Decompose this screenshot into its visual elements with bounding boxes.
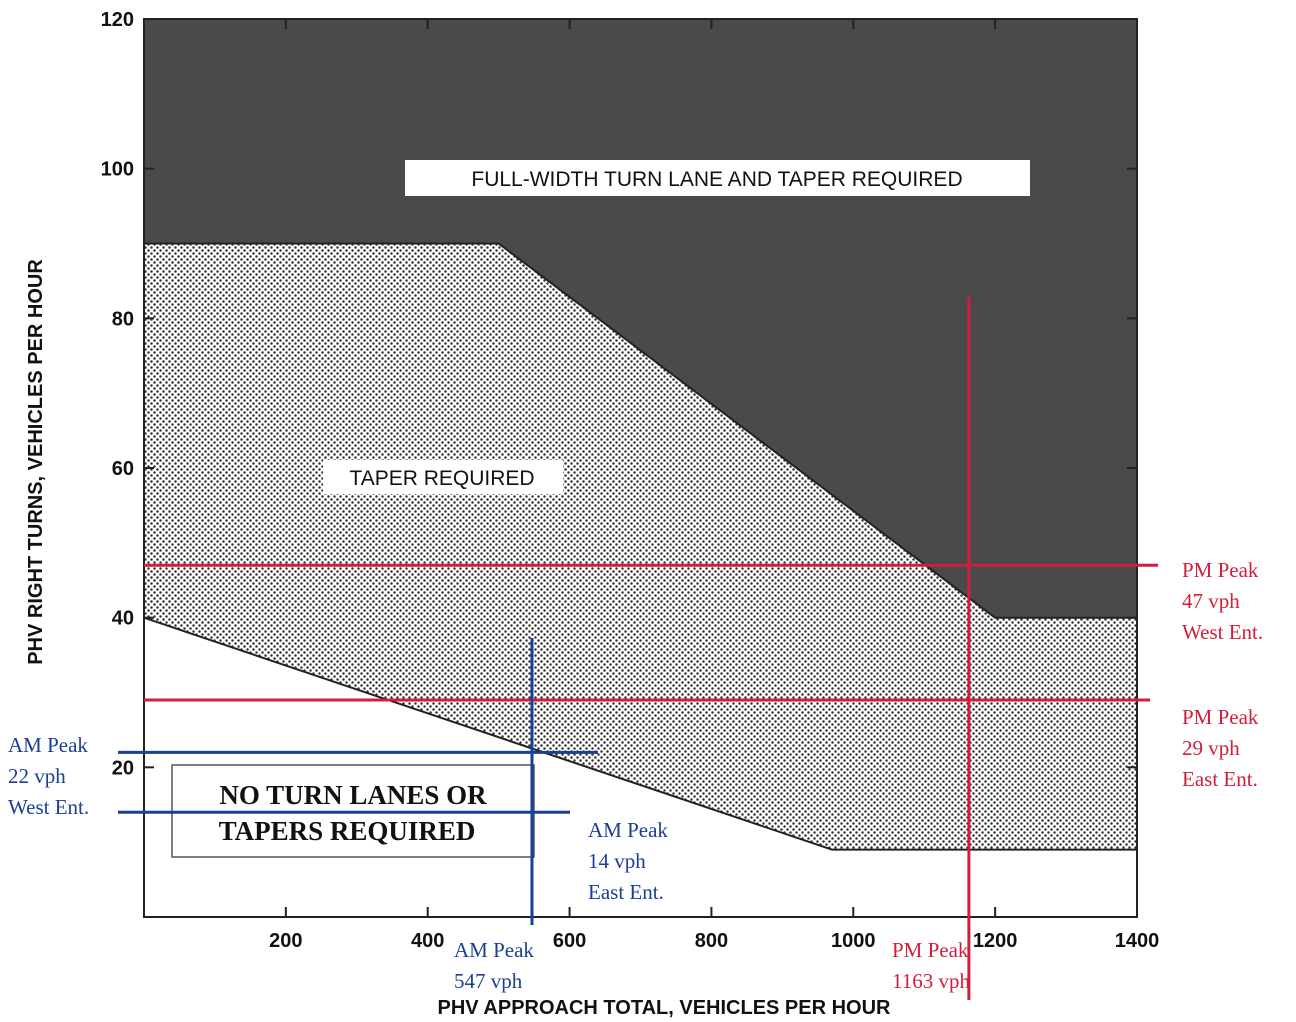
taper-required-region <box>144 243 1137 850</box>
taper-label-box: TAPER REQUIRED <box>323 460 563 494</box>
axis-ticks: 200 400 600 800 1000 1200 1400 20 40 60 80 100 120 <box>101 9 1160 952</box>
y-tick-label: 60 <box>112 458 134 480</box>
x-tick-label: 200 <box>269 930 302 952</box>
y-axis-title: PHV RIGHT TURNS, VEHICLES PER HOUR <box>25 259 47 665</box>
x-tick-label: 800 <box>695 930 728 952</box>
reference-labels: PM Peak 47 vph West Ent. PM Peak 29 vph East … <box>8 558 1263 993</box>
reference-label: AM Peak <box>8 733 88 757</box>
y-tick-label: 20 <box>112 757 134 779</box>
reference-label: 47 vph <box>1182 589 1240 613</box>
x-tick-label: 1400 <box>1115 930 1160 952</box>
reference-label: 14 vph <box>588 849 646 873</box>
reference-lines <box>118 297 1158 1000</box>
reference-label: East Ent. <box>1182 767 1258 791</box>
reference-label: East Ent. <box>588 880 664 904</box>
reference-label: West Ent. <box>1182 620 1263 644</box>
reference-label: PM Peak <box>892 938 969 962</box>
reference-label: West Ent. <box>8 795 89 819</box>
taper-required-label: TAPER REQUIRED <box>349 467 534 490</box>
upper-boundary-line <box>144 242 1137 619</box>
no-turn-label-line2: TAPERS REQUIRED <box>219 816 476 846</box>
no-turn-label-line1: NO TURN LANES OR <box>219 780 487 810</box>
reference-label: AM Peak <box>454 938 534 962</box>
reference-label: 1163 vph <box>892 969 970 993</box>
x-tick-label: 400 <box>411 930 444 952</box>
reference-label: AM Peak <box>588 818 668 842</box>
y-tick-label: 100 <box>101 159 134 181</box>
reference-label: 547 vph <box>454 969 523 993</box>
lower-boundary-line <box>143 616 1137 851</box>
full-width-label-box: FULL-WIDTH TURN LANE AND TAPER REQUIRED <box>405 160 1030 196</box>
y-tick-label: 80 <box>112 308 134 330</box>
reference-label: PM Peak <box>1182 558 1259 582</box>
x-tick-label: 1200 <box>973 930 1018 952</box>
reference-label: 29 vph <box>1182 736 1240 760</box>
reference-label: PM Peak <box>1182 705 1259 729</box>
x-tick-label: 600 <box>553 930 586 952</box>
regions-layer <box>143 19 1137 851</box>
reference-label: 22 vph <box>8 764 66 788</box>
y-tick-label: 40 <box>112 608 134 630</box>
x-axis-title: PHV APPROACH TOTAL, VEHICLES PER HOUR <box>437 997 891 1019</box>
y-tick-label: 120 <box>101 9 134 31</box>
x-tick-label: 1000 <box>831 930 876 952</box>
full-width-label: FULL-WIDTH TURN LANE AND TAPER REQUIRED <box>471 168 962 191</box>
